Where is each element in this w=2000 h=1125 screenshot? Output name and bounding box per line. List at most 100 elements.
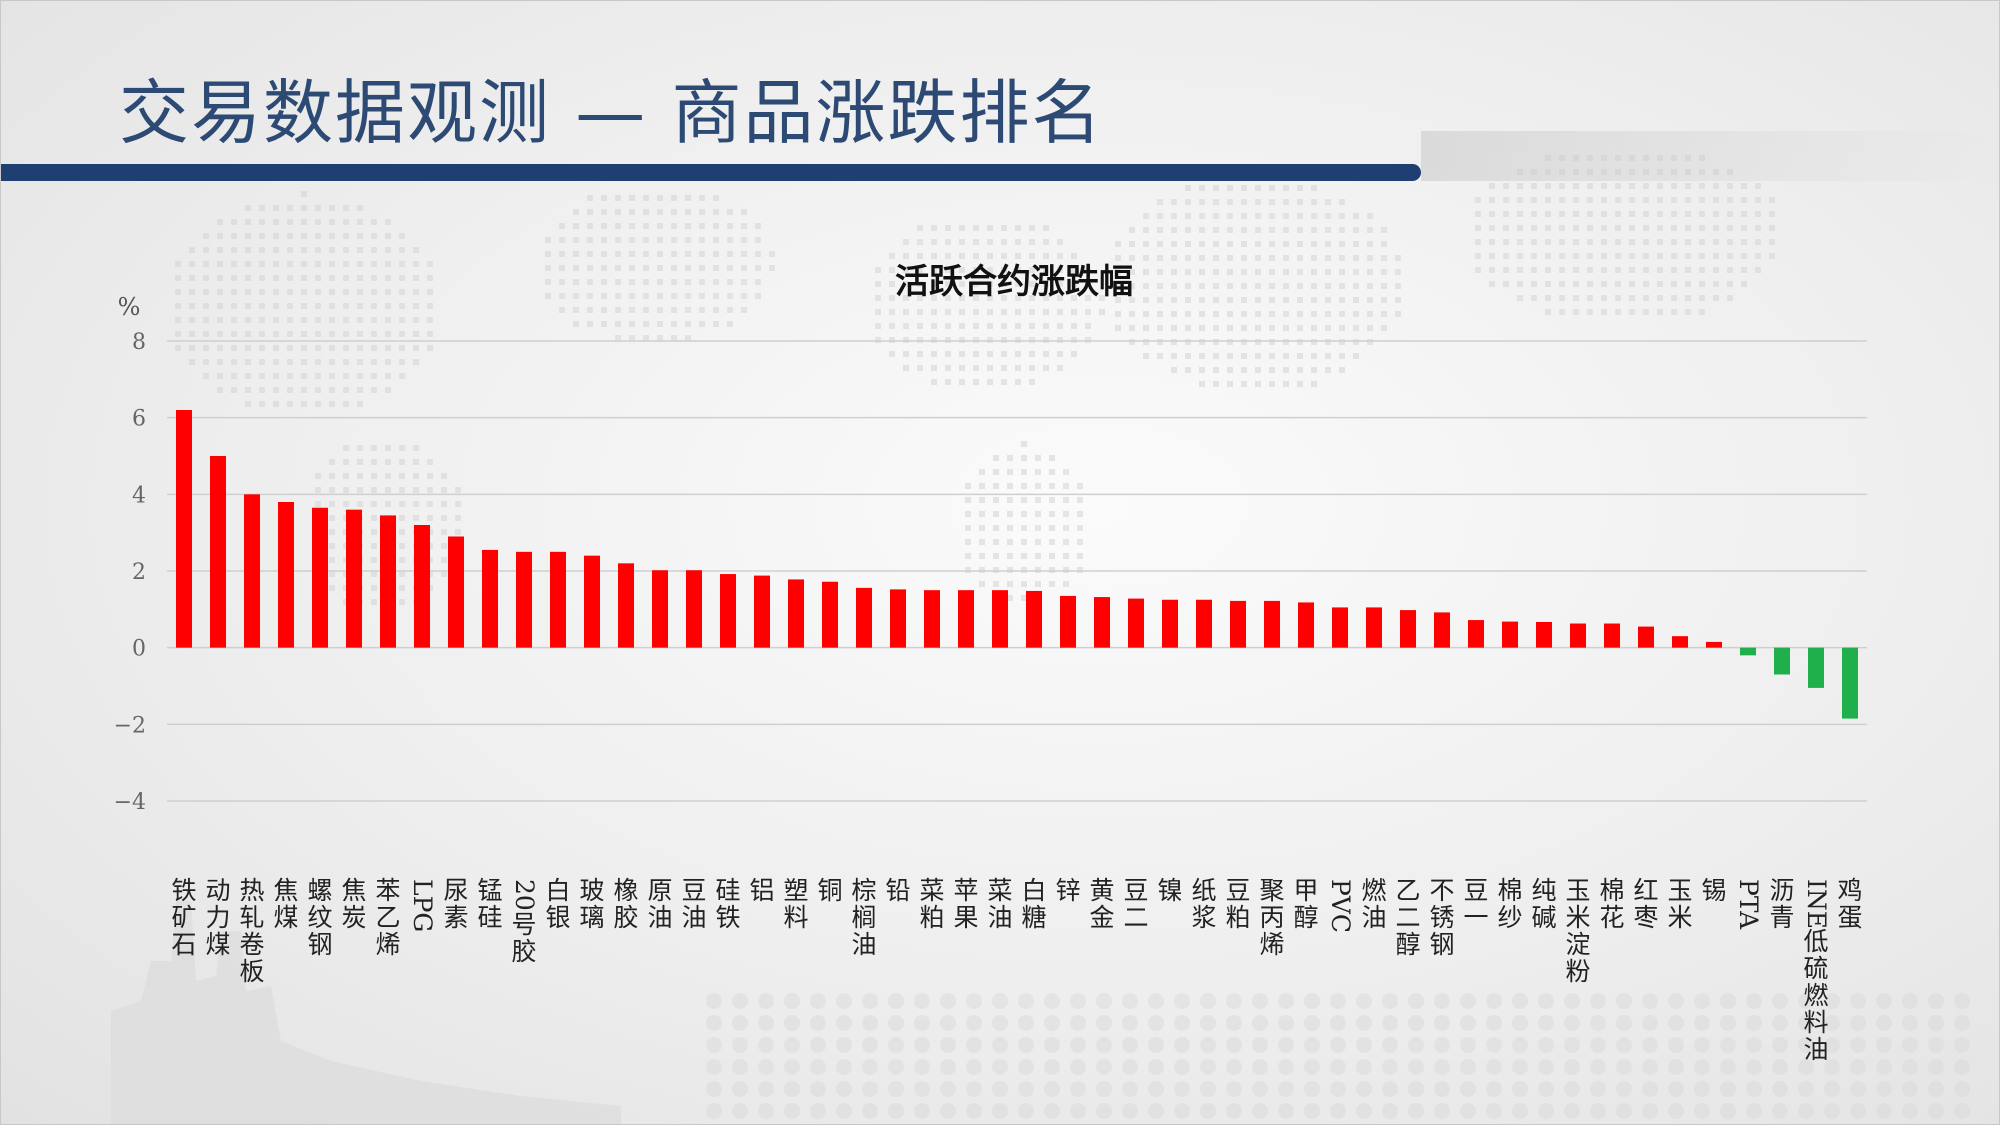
- svg-text:乙: 乙: [375, 903, 400, 932]
- bar: [550, 551, 566, 648]
- svg-text:苯: 苯: [375, 876, 400, 905]
- bar: [1196, 599, 1212, 648]
- svg-text:粉: 粉: [1565, 957, 1590, 986]
- svg-text:米: 米: [1565, 903, 1590, 932]
- svg-text:油: 油: [1361, 903, 1386, 932]
- svg-text:油: 油: [987, 903, 1012, 932]
- bar: [618, 563, 634, 648]
- y-tick-label: −2: [114, 713, 146, 738]
- bar: [1094, 597, 1110, 648]
- bar: [210, 456, 226, 648]
- svg-text:锰: 锰: [477, 876, 502, 905]
- svg-text:鸡: 鸡: [1837, 876, 1862, 905]
- svg-text:烯: 烯: [1259, 930, 1284, 959]
- svg-text:纯: 纯: [1531, 876, 1556, 905]
- bar: [720, 574, 736, 648]
- bar: [754, 575, 770, 648]
- svg-text:锌: 锌: [1055, 876, 1080, 905]
- svg-text:米: 米: [1667, 903, 1692, 932]
- svg-text:纱: 纱: [1497, 903, 1522, 932]
- svg-text:醇: 醇: [1395, 930, 1420, 959]
- x-category-label: 甲醇: [1293, 876, 1318, 932]
- x-category-label: 乙二醇: [1395, 876, 1420, 959]
- bar: [890, 589, 906, 648]
- svg-text:料: 料: [783, 903, 808, 932]
- bar: [652, 570, 668, 648]
- x-category-label: 红枣: [1633, 876, 1658, 932]
- x-category-label: 铝: [749, 876, 774, 905]
- svg-text:铁: 铁: [171, 876, 196, 905]
- svg-text:钢: 钢: [307, 930, 332, 959]
- svg-text:菜: 菜: [919, 876, 944, 905]
- svg-text:燃: 燃: [1803, 981, 1828, 1010]
- svg-text:豆: 豆: [681, 876, 706, 905]
- x-category-label: 焦煤: [273, 876, 298, 932]
- x-category-label: 豆粕: [1225, 876, 1250, 932]
- svg-text:棕: 棕: [851, 876, 876, 905]
- y-tick-label: 0: [132, 637, 146, 662]
- bar: [278, 502, 294, 648]
- bar: [1128, 598, 1144, 648]
- svg-text:青: 青: [1769, 903, 1794, 932]
- svg-text:煤: 煤: [205, 930, 230, 959]
- x-category-label: 棕榈油: [851, 876, 876, 959]
- bar: [1638, 626, 1654, 648]
- svg-text:铅: 铅: [885, 876, 910, 905]
- svg-text:胶: 胶: [511, 937, 536, 966]
- hex-dot-floor: [706, 993, 1970, 1119]
- bar: [1604, 623, 1620, 648]
- svg-text:碱: 碱: [1531, 903, 1556, 932]
- grid-lines: [167, 340, 1867, 802]
- y-tick-label: 6: [132, 407, 146, 432]
- svg-text:料: 料: [1803, 1008, 1828, 1037]
- svg-text:油: 油: [681, 903, 706, 932]
- svg-text:焦: 焦: [341, 876, 366, 905]
- svg-text:红: 红: [1633, 876, 1658, 905]
- svg-text:素: 素: [443, 903, 468, 932]
- bar: [686, 570, 702, 648]
- page-title: 交易数据观测 — 商品涨跌排名: [119, 72, 1104, 154]
- svg-text:甲: 甲: [1293, 876, 1318, 905]
- x-category-label: 聚丙烯: [1259, 876, 1284, 959]
- bar: [312, 507, 328, 648]
- bar: [1366, 607, 1382, 648]
- svg-text:糖: 糖: [1021, 903, 1046, 932]
- bar: [1842, 647, 1858, 719]
- svg-text:丙: 丙: [1259, 903, 1284, 932]
- y-tick-label: 4: [132, 483, 146, 508]
- svg-text:螺: 螺: [307, 876, 332, 905]
- bar: [346, 509, 362, 648]
- x-category-label: 菜油: [987, 876, 1012, 932]
- svg-text:粕: 粕: [919, 903, 944, 932]
- x-category-label: 棉花: [1599, 876, 1624, 932]
- x-category-label: 铅: [885, 876, 910, 905]
- y-tick-label: 8: [132, 330, 146, 355]
- skyline-silhouette: [111, 901, 621, 1124]
- svg-text:锡: 锡: [1701, 876, 1726, 905]
- svg-text:力: 力: [205, 903, 230, 932]
- svg-text:不: 不: [1429, 876, 1454, 905]
- svg-text:卷: 卷: [239, 930, 264, 959]
- x-category-label: 锰硅: [477, 876, 502, 932]
- bar: [992, 590, 1008, 648]
- y-tick-label: −4: [114, 790, 146, 815]
- bar: [924, 590, 940, 648]
- bar: [1060, 595, 1076, 648]
- bar: [482, 549, 498, 648]
- x-category-label: 豆油: [681, 876, 706, 932]
- svg-text:一: 一: [1463, 903, 1488, 932]
- svg-text:铁: 铁: [715, 903, 740, 932]
- title-bar-shade: [1421, 131, 1999, 181]
- bar: [1026, 590, 1042, 648]
- bar: [1740, 647, 1756, 656]
- bar: [244, 494, 260, 648]
- svg-text:锈: 锈: [1429, 903, 1454, 932]
- svg-text:白: 白: [1021, 876, 1046, 905]
- y-tick-labels: 8 6 4 2 0 −2 −4: [114, 330, 146, 815]
- bar: [958, 590, 974, 648]
